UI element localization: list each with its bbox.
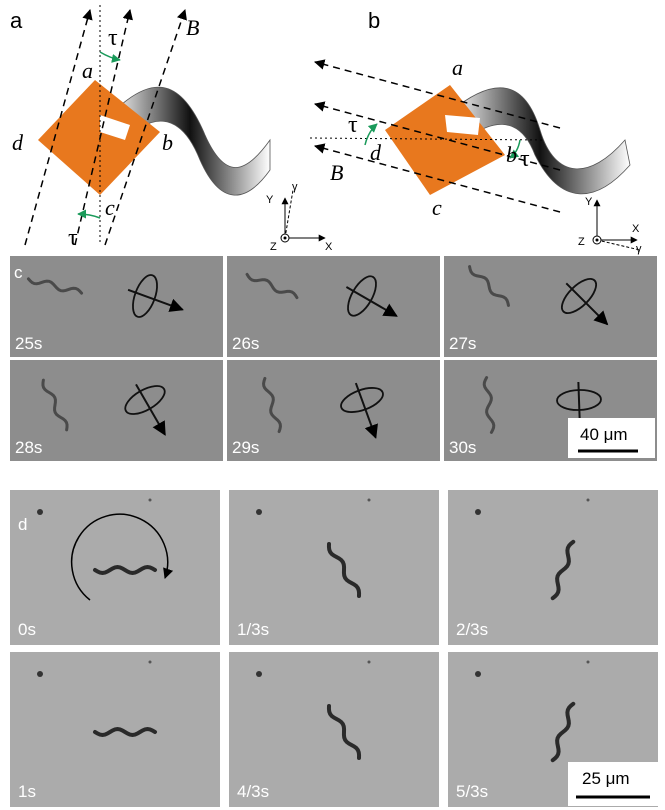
axis-label: Z bbox=[578, 236, 585, 248]
panel-c: 25s 26s 27s 28s 29s 30s c 40 μm bbox=[10, 256, 657, 461]
time-label: 26s bbox=[232, 334, 259, 353]
tau: τ bbox=[520, 146, 530, 172]
axes: Y γ Z X bbox=[266, 181, 333, 253]
helix-gap bbox=[445, 115, 480, 135]
time-label: 0s bbox=[18, 620, 36, 639]
tau: τ bbox=[108, 25, 118, 51]
panel-label: d bbox=[18, 515, 27, 534]
axis-label: X bbox=[632, 223, 640, 235]
time-label: 1/3s bbox=[237, 620, 269, 639]
debris bbox=[256, 509, 262, 515]
axis-label: Y bbox=[585, 196, 593, 208]
debris bbox=[37, 671, 43, 677]
time-label: 29s bbox=[232, 438, 259, 457]
axes: Y X Z γ bbox=[578, 196, 642, 255]
frame: 1s bbox=[10, 652, 220, 807]
scale-label: 40 μm bbox=[580, 425, 628, 444]
corner: c bbox=[105, 195, 115, 220]
frame: 2/3s bbox=[448, 490, 658, 645]
axis-label: γ bbox=[636, 243, 642, 255]
panel-a: a τ τ a b c d B Y γ Z X bbox=[10, 5, 333, 253]
corner: d bbox=[12, 130, 24, 155]
axis-label: γ bbox=[292, 181, 298, 193]
panel-label: b bbox=[368, 8, 380, 33]
frame: 4/3s bbox=[229, 652, 439, 807]
corner: c bbox=[432, 195, 442, 220]
debris bbox=[149, 661, 152, 664]
axis-label: X bbox=[325, 241, 333, 253]
frame: 27s bbox=[444, 256, 657, 357]
panel-b: b τ τ a b c d B Y X Z γ bbox=[310, 8, 642, 255]
frame: 26s bbox=[227, 256, 440, 357]
frame: 0s bbox=[10, 490, 220, 645]
debris bbox=[475, 509, 481, 515]
time-label: 4/3s bbox=[237, 782, 269, 801]
field-label: B bbox=[186, 15, 199, 40]
tau: τ bbox=[348, 112, 358, 138]
corner: d bbox=[370, 140, 382, 165]
corner: a bbox=[452, 55, 463, 80]
debris bbox=[368, 661, 371, 664]
time-label: 28s bbox=[15, 438, 42, 457]
corner: b bbox=[162, 130, 173, 155]
axis-label: Z bbox=[270, 241, 277, 253]
frame: 25s bbox=[10, 256, 223, 357]
torque-arrow bbox=[100, 52, 120, 60]
time-label: 27s bbox=[449, 334, 476, 353]
frame: 1/3s bbox=[229, 490, 439, 645]
corner: b bbox=[506, 142, 517, 167]
debris bbox=[587, 499, 590, 502]
debris bbox=[149, 499, 152, 502]
time-label: 2/3s bbox=[456, 620, 488, 639]
time-label: 1s bbox=[18, 782, 36, 801]
frame: 29s bbox=[227, 360, 440, 461]
corner: a bbox=[82, 58, 93, 83]
field-label: B bbox=[330, 160, 343, 185]
panel-label: c bbox=[14, 263, 23, 282]
panel-label: a bbox=[10, 8, 23, 33]
debris bbox=[256, 671, 262, 677]
time-label: 5/3s bbox=[456, 782, 488, 801]
scale-label: 25 μm bbox=[582, 769, 630, 788]
debris bbox=[37, 509, 43, 515]
debris bbox=[587, 661, 590, 664]
axis-label: Y bbox=[266, 194, 274, 206]
tau: τ bbox=[68, 225, 78, 251]
debris bbox=[475, 671, 481, 677]
figure: a τ τ a b c d B Y γ Z X b bbox=[0, 0, 665, 810]
panel-d: 0s 1/3s 2/3s 1s 4/3s 5/3s d 25 μm bbox=[10, 490, 660, 807]
debris bbox=[368, 499, 371, 502]
frame: 28s bbox=[10, 360, 223, 461]
time-label: 25s bbox=[15, 334, 42, 353]
time-label: 30s bbox=[449, 438, 476, 457]
